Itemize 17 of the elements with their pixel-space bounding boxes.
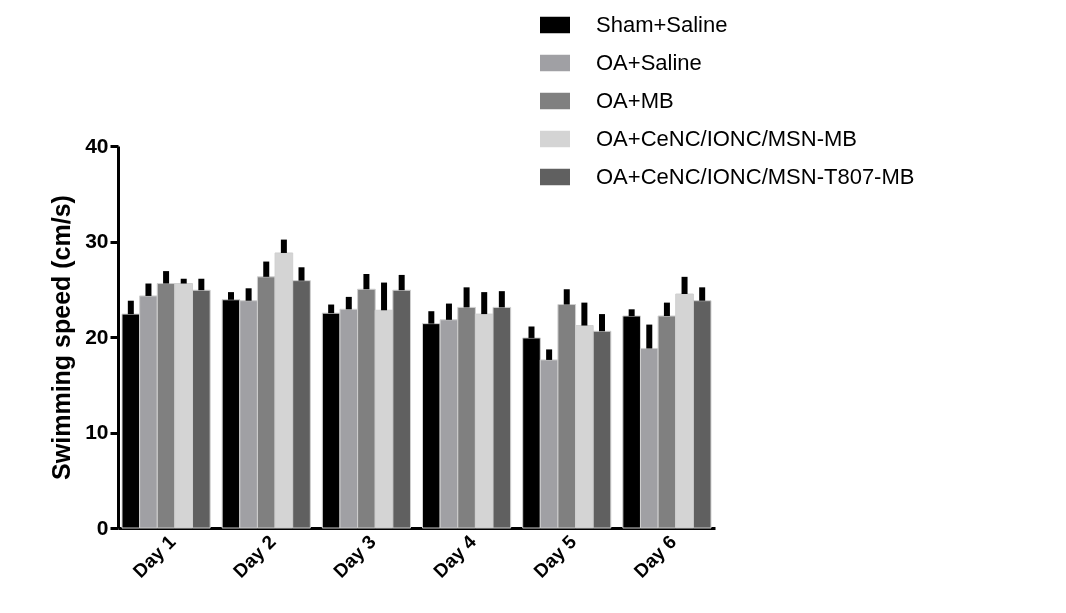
x-tick-label: Day 1 [128,530,180,582]
x-tick-label: Day 2 [228,531,280,582]
y-tick-label: 20 [85,324,109,348]
legend-label: OA+CeNC/IONC/MSN-MB [596,126,857,151]
x-tick-label: Day 6 [629,531,681,582]
legend-label: Sham+Saline [596,12,728,37]
x-tick-label: Day 5 [529,530,581,582]
y-tick-label: 10 [85,420,109,443]
x-tick-label: Day 3 [329,531,380,582]
x-tick-label: Day 4 [429,530,481,582]
y-tick-label: 0 [96,515,109,539]
legend-label: OA+MB [596,88,674,113]
y-tick-label: 30 [85,229,109,252]
y-axis-title: Swimming speed (cm/s) [47,195,76,480]
legend-label: OA+CeNC/IONC/MSN-T807-MB [596,164,915,189]
legend-label: OA+Saline [596,50,702,75]
y-tick-label: 40 [85,133,109,157]
